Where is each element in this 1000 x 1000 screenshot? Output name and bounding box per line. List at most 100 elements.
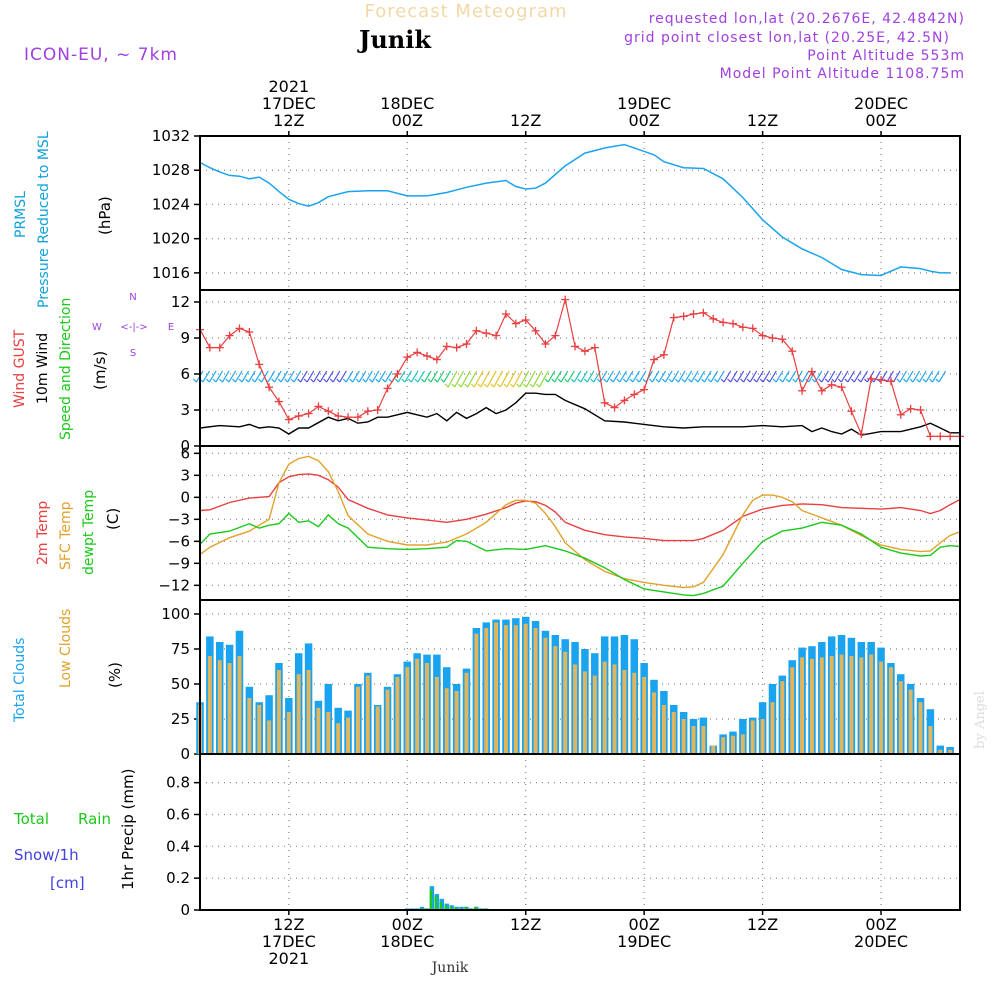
low-cloud-bar [790, 667, 795, 754]
wind-arrow-head [772, 378, 777, 383]
wind-arrow [401, 370, 412, 383]
wind-arrow-head [844, 378, 849, 383]
wind-arrow [336, 370, 347, 383]
wind-arrow [503, 370, 517, 388]
y-tick-label: 0 [180, 745, 190, 763]
low-cloud-bar [948, 749, 953, 754]
wind-arrow-head [516, 383, 521, 388]
wind-arrow-shaft [931, 370, 940, 383]
meteogram-title: Forecast Meteogram [364, 1, 567, 22]
wind-gust-point [679, 312, 688, 321]
wind-arrow [688, 370, 699, 383]
wind-arrow-head [720, 378, 725, 383]
low-cloud-bar [819, 657, 824, 754]
wind-arrow-shaft [782, 370, 790, 383]
wind-arrow-head [420, 378, 425, 383]
wind-gust-point [650, 355, 659, 364]
wind-arrow-head [544, 378, 549, 383]
low-cloud-bar [434, 677, 439, 754]
wind-arrow [271, 370, 282, 383]
bottom-time-label: 00Z [392, 915, 423, 934]
wind-gust-point [235, 324, 244, 333]
wind-arrow [903, 370, 914, 383]
wind-arrow-shaft [352, 370, 360, 383]
wind-arrow-shaft [358, 370, 367, 383]
wind-arrow-shaft [436, 370, 445, 383]
wind-arrow-shaft [267, 370, 276, 383]
y-tick-label: 25 [171, 710, 190, 728]
wind-arrow-shaft [710, 370, 719, 383]
wind-arrow [779, 370, 790, 383]
low-cloud-bar [869, 654, 874, 754]
wind-arrow-head [616, 378, 621, 383]
wind-arrow-shaft [606, 370, 614, 383]
wind-arrow-shaft [599, 370, 608, 383]
wind-arrow [609, 370, 621, 383]
low-cloud-bar [770, 702, 775, 754]
bottom-time-label: 12Z [273, 915, 304, 934]
wind-arrow-shaft [339, 370, 347, 383]
wind-arrow-head [570, 378, 575, 383]
temp-unit: (C) [104, 508, 122, 530]
wind-arrow-shaft [221, 370, 230, 383]
wind-arrow [427, 370, 439, 383]
low-cloud-bar [800, 657, 805, 754]
low-cloud-bar [582, 671, 587, 754]
wind-gust-point [561, 295, 570, 304]
wind-arrow-head [792, 378, 797, 383]
y-tick-label: 0 [180, 901, 190, 919]
wind-gust-point [324, 407, 333, 416]
wind-arrow-shaft [801, 370, 810, 383]
watermark: by Angel [973, 691, 988, 749]
wind-gust-point [827, 380, 836, 389]
wind-arrow [655, 370, 667, 383]
wind-arrow [206, 370, 217, 383]
wind-arrow-shaft [586, 370, 595, 383]
wind-arrow-head [427, 378, 432, 383]
wind-arrow-head [219, 378, 223, 383]
wind-arrow-shaft [918, 370, 927, 383]
wind-arrow-head [238, 378, 243, 383]
wind-arrow-head [407, 378, 412, 383]
low-cloud-bar [237, 656, 242, 754]
wind-arrow-shaft [886, 370, 895, 383]
low-cloud-bar [602, 661, 607, 754]
wind-arrow-shaft [580, 370, 588, 383]
wind-arrow [896, 370, 908, 383]
wind-arrow-head [490, 383, 495, 388]
wind-gust-point [709, 314, 718, 323]
wind-arrow-head [349, 378, 354, 383]
wind-arrow [740, 370, 751, 383]
top-time-label: 00Z [628, 111, 659, 130]
wind-arrow-shaft [480, 370, 491, 388]
wind-arrow-shaft [853, 370, 862, 383]
wind-arrow-head [192, 378, 197, 383]
wind-arrow-head [381, 378, 386, 383]
wind-gust-point [304, 409, 313, 418]
wind-arrow-head [583, 378, 588, 383]
y-tick-label: 3 [180, 401, 190, 419]
clouds-panel: 0 25 50 75 100 [161, 605, 954, 763]
top-time-label: 20DEC [854, 94, 908, 113]
wind-arrow [349, 370, 360, 383]
wind-arrow [850, 370, 862, 383]
y-tick-label: 6 [180, 444, 190, 462]
wind-arrow-head [245, 378, 249, 383]
low-cloud-bar [681, 719, 686, 754]
wind-arrow-head [258, 378, 262, 383]
wind-arrow [583, 370, 595, 383]
low-cloud-bar [346, 717, 351, 754]
low-cloud-bar [859, 657, 864, 754]
wind-arrow-head [785, 378, 790, 383]
wind-arrow-head [225, 378, 230, 383]
wind-arrow [303, 370, 315, 383]
wind-arrow-shaft [554, 370, 562, 383]
precip-frame [199, 753, 961, 911]
wind-arrow-shaft [749, 370, 758, 383]
wind-gust-point [857, 430, 866, 438]
low-cloud-bar [879, 661, 884, 754]
wind-arrow-shaft [892, 370, 901, 383]
low-cloud-bar [454, 691, 459, 754]
